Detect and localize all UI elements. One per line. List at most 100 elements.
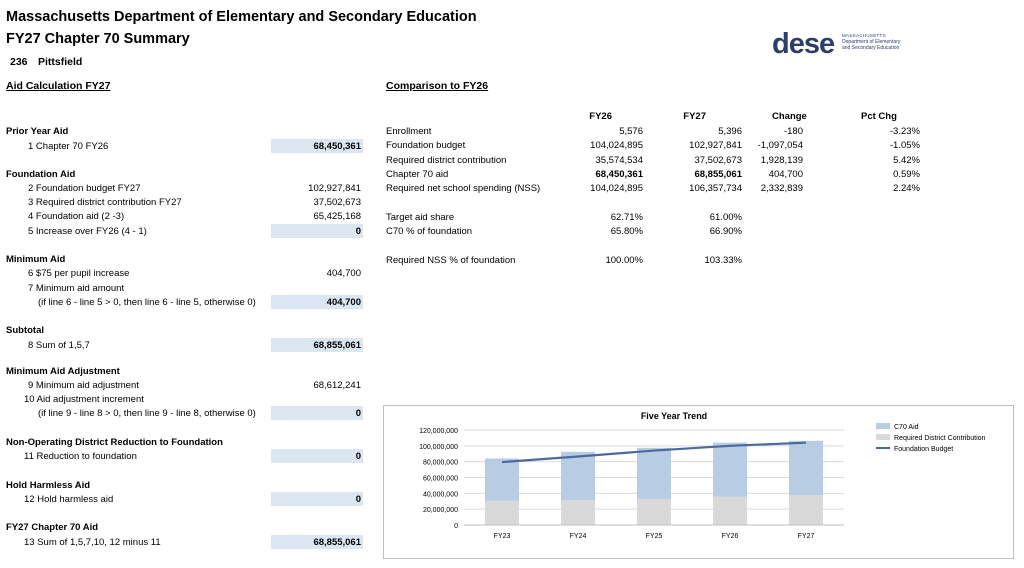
cmp-row-fy26: 68,450,361 — [595, 169, 643, 180]
aid-calculation-heading: Aid Calculation FY27 — [6, 80, 111, 92]
bar-required-contribution — [561, 500, 595, 525]
bar-required-contribution — [485, 500, 519, 525]
line-foundation-budget — [501, 441, 807, 464]
page-title: Massachusetts Department of Elementary a… — [6, 9, 477, 25]
x-tick-label: FY27 — [798, 533, 815, 540]
row7-box — [271, 295, 363, 309]
legend-swatch-c70-aid — [876, 423, 890, 429]
cmp-row-fy27: 102,927,841 — [689, 140, 742, 151]
target-aid-share-label: Target aid share — [386, 212, 455, 223]
cmp-row-fy26: 104,024,895 — [590, 183, 643, 194]
row6-value: 404,700 — [326, 268, 361, 279]
row10-box — [271, 406, 363, 420]
chart-title: Five Year Trend — [641, 411, 707, 421]
row5-box — [271, 224, 363, 238]
row1-box — [271, 139, 363, 153]
logo-line1: MASSACHUSETTS — [842, 33, 886, 38]
c70-pct-fy26: 65.80% — [610, 226, 643, 237]
bar-c70-aid — [789, 440, 823, 496]
row13-box — [271, 535, 363, 549]
cmp-row-pct: 2.24% — [893, 183, 920, 194]
row10-note: (if line 9 - line 8 > 0, then line 9 - l… — [38, 408, 256, 419]
col-fy26: FY26 — [589, 111, 612, 122]
y-tick-label: 20,000,000 — [423, 507, 458, 514]
dese-logo: dese — [772, 28, 835, 61]
row8-label: 8 Sum of 1,5,7 — [28, 340, 90, 351]
row5-label: 5 Increase over FY26 (4 - 1) — [28, 226, 147, 237]
row6-label: 6 $75 per pupil increase — [28, 268, 130, 279]
row12-label: 12 Hold harmless aid — [24, 494, 114, 505]
row11-box — [271, 449, 363, 463]
district-code: 236 — [10, 56, 28, 68]
y-tick-label: 40,000,000 — [423, 491, 458, 498]
target-aid-share-fy27: 61.00% — [709, 212, 742, 223]
cmp-row-fy26: 35,574,534 — [595, 155, 643, 166]
row13-value: 68,855,061 — [313, 537, 361, 548]
row3-label: 3 Required district contribution FY27 — [28, 197, 182, 208]
row2-value: 102,927,841 — [308, 183, 361, 194]
nss-pct-fy27: 103.33% — [704, 255, 742, 266]
row2-label: 2 Foundation budget FY27 — [28, 183, 141, 194]
col-pct-chg: Pct Chg — [861, 111, 897, 122]
row10-value: 0 — [355, 408, 361, 419]
cmp-row-pct: 0.59% — [893, 169, 920, 180]
cmp-row-change: -180 — [783, 126, 803, 137]
y-tick-label: 80,000,000 — [423, 460, 458, 467]
legend-label-required-contribution: Required District Contribution — [894, 435, 986, 442]
bar-required-contribution — [713, 496, 747, 525]
row4-label: 4 Foundation aid (2 -3) — [28, 211, 125, 222]
non-operating-title: Non-Operating District Reduction to Foun… — [6, 437, 223, 448]
row12-box — [271, 492, 363, 506]
comparison-heading: Comparison to FY26 — [386, 80, 489, 92]
row11-value: 0 — [355, 451, 361, 462]
bar-c70-aid — [485, 458, 519, 501]
minimum-aid-title: Minimum Aid — [6, 254, 66, 265]
row7-value: 404,700 — [326, 297, 361, 308]
bar-c70-aid — [637, 447, 671, 499]
row9-value: 68,612,241 — [313, 380, 361, 391]
row3-value: 37,502,673 — [313, 197, 361, 208]
y-tick-label: 100,000,000 — [419, 444, 458, 451]
cmp-row-change: 404,700 — [768, 169, 803, 180]
five-year-trend-chart: Five Year Trend 0 20,000,000 40,000,000 60,0… — [383, 405, 1014, 559]
y-tick-label: 0 — [454, 523, 458, 530]
cmp-row-pct: -1.05% — [889, 140, 920, 151]
row8-box — [271, 338, 363, 352]
row1-label: 1 Chapter 70 FY26 — [28, 141, 109, 152]
bar-required-contribution — [637, 498, 671, 525]
cmp-row-fy26: 104,024,895 — [590, 140, 643, 151]
nss-pct-fy26: 100.00% — [605, 255, 643, 266]
cmp-row-fy27: 5,396 — [718, 126, 742, 137]
row7-label: 7 Minimum aid amount — [28, 283, 125, 294]
target-aid-share-fy26: 62.71% — [610, 212, 643, 223]
col-change: Change — [772, 111, 807, 122]
foundation-aid-title: Foundation Aid — [6, 169, 76, 180]
row10-label: 10 Aid adjustment increment — [24, 394, 144, 405]
x-tick-label: FY25 — [646, 533, 663, 540]
x-tick-label: FY26 — [722, 533, 739, 540]
row12-value: 0 — [355, 494, 361, 505]
row9-label: 9 Minimum aid adjustment — [28, 380, 139, 391]
row13-label: 13 Sum of 1,5,7,10, 12 minus 11 — [24, 537, 161, 548]
cmp-row-pct: -3.23% — [889, 126, 920, 137]
row4-value: 65,425,168 — [313, 211, 361, 222]
cmp-row-fy27: 106,357,734 — [689, 183, 742, 194]
col-fy27: FY27 — [683, 111, 706, 122]
fy27-chapter70-title: FY27 Chapter 70 Aid — [6, 522, 99, 533]
cmp-row-change: -1,097,054 — [757, 140, 803, 151]
cmp-row-fy26: 5,576 — [619, 126, 643, 137]
logo-tagline: MASSACHUSETTS Department of Elementary a… — [842, 33, 900, 51]
cmp-row-label: Foundation budget — [386, 140, 466, 151]
nss-pct-label: Required NSS % of foundation — [386, 255, 516, 266]
chart-svg: Five Year Trend 0 20,000,000 40,000,000 60,0… — [419, 411, 986, 540]
cmp-row-fy27: 37,502,673 — [694, 155, 742, 166]
cmp-row-label: Chapter 70 aid — [386, 169, 449, 180]
row7-note: (if line 6 - line 5 > 0, then line 6 - l… — [38, 297, 256, 308]
legend-label-foundation-budget: Foundation Budget — [894, 446, 953, 453]
subtotal-title: Subtotal — [6, 325, 44, 336]
cmp-row-fy27: 68,855,061 — [694, 169, 742, 180]
cmp-row-change: 2,332,839 — [760, 183, 803, 194]
row1-value: 68,450,361 — [313, 141, 361, 152]
legend-swatch-required-contribution — [876, 434, 890, 440]
bar-c70-aid — [561, 451, 595, 501]
